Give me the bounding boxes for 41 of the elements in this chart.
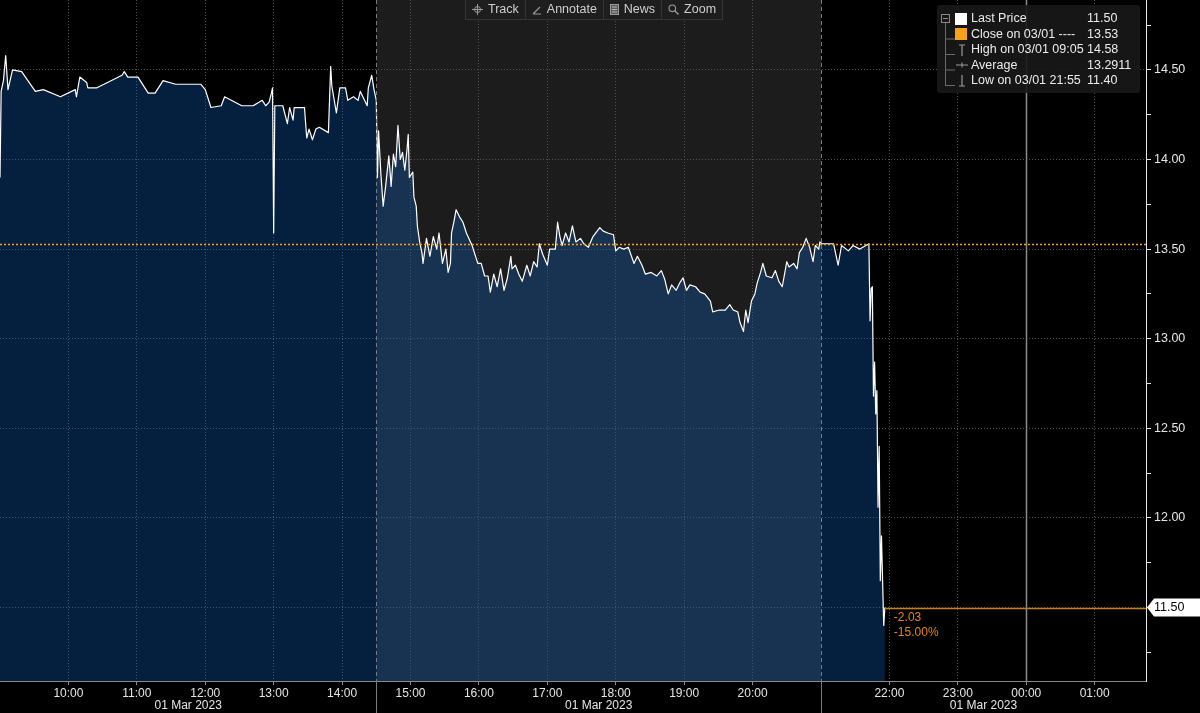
annotation: 11.50 — [1087, 11, 1118, 26]
text: 01 Mar 2023 — [949, 698, 1018, 713]
x-tick-label: 00:00 — [1011, 685, 1042, 700]
x-tick-label: 12:00 — [190, 685, 221, 700]
x-tick-label: 15:00 — [395, 685, 426, 700]
y-tick-label: 14.00 — [1154, 151, 1186, 166]
annotation: Zoom — [684, 1, 717, 18]
annotation: 14.58 — [1087, 42, 1119, 57]
annotation: News — [623, 1, 656, 18]
x-tick-label: 11:00 — [122, 685, 152, 700]
annotation: 11.40 — [1087, 73, 1118, 88]
y-tick-label: 14.50 — [1154, 62, 1186, 77]
annotation: High on 03/01 09:05 — [971, 42, 1084, 57]
x-tick-label: 17:00 — [532, 685, 563, 700]
legend-label: Last Price — [971, 11, 1027, 26]
x-tick-label: 19:00 — [669, 685, 700, 700]
y-tick-label: 12.00 — [1154, 510, 1186, 525]
y-tick-label: 12.50 — [1154, 420, 1186, 435]
annotation: Annotate — [546, 1, 597, 18]
x-tick-label: 23:00 — [942, 685, 974, 700]
x-tick-label: 10:00 — [53, 685, 84, 700]
annotation: Low on 03/01 21:55 — [971, 73, 1081, 88]
x-tick-label: 01:00 — [1079, 685, 1111, 700]
text: 01 Mar 2023 — [564, 698, 633, 713]
annotation: Track — [488, 1, 519, 18]
legend-label: Close on 03/01 ---- — [971, 26, 1076, 42]
x-tick-label: 20:00 — [737, 685, 768, 700]
x-tick-label: 14:00 — [327, 685, 358, 700]
x-tick-label: 16:00 — [463, 685, 495, 700]
x-tick-label: 13:00 — [258, 685, 290, 700]
x-tick-label: 18:00 — [600, 685, 632, 700]
annotation: 13.53 — [1087, 26, 1119, 42]
annotation: -15.00% — [893, 624, 939, 639]
y-tick-label: 13.00 — [1154, 331, 1186, 346]
annotation: -2.03 — [893, 609, 922, 624]
annotation: 13.2911 — [1087, 57, 1132, 73]
annotation: Average — [971, 57, 1018, 73]
text: 01 Mar 2023 — [154, 698, 223, 713]
y-tick-label: 13.50 — [1154, 241, 1186, 256]
y-tick-label: 11.50 — [1154, 599, 1185, 614]
x-tick-label: 22:00 — [874, 685, 905, 700]
